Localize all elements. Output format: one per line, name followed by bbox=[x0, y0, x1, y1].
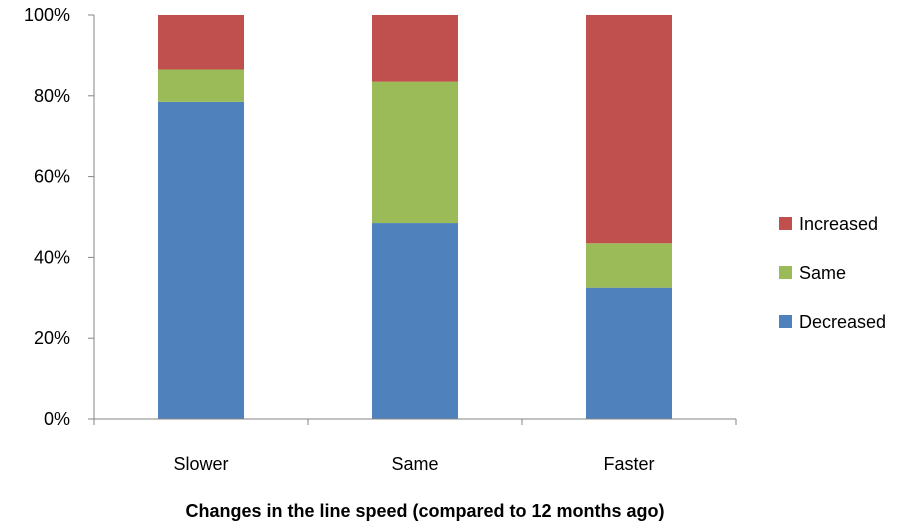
x-category-label-same: Same bbox=[391, 454, 438, 474]
y-tick-label: 100% bbox=[24, 5, 70, 25]
y-tick-label: 40% bbox=[34, 247, 70, 267]
legend-label-same: Same bbox=[799, 263, 846, 283]
y-tick-label: 20% bbox=[34, 328, 70, 348]
y-tick-label: 80% bbox=[34, 86, 70, 106]
legend: Increased Same Decreased bbox=[779, 214, 886, 332]
axes-group bbox=[93, 15, 736, 420]
legend-swatch-same bbox=[779, 266, 792, 279]
bar-decreased-faster bbox=[586, 287, 672, 419]
bar-same-same bbox=[372, 81, 458, 224]
bar-increased-slower bbox=[158, 15, 244, 70]
bars-group bbox=[158, 15, 672, 420]
x-ticks-group: Slower Same Faster bbox=[93, 419, 737, 474]
y-tick-label: 60% bbox=[34, 167, 70, 187]
bar-increased-same bbox=[372, 15, 458, 82]
bar-same-slower bbox=[158, 69, 244, 102]
y-tick-label: 0% bbox=[44, 409, 70, 429]
bar-decreased-same bbox=[372, 223, 458, 419]
y-ticks-group: 0% 20% 40% 60% 80% 100% bbox=[24, 5, 94, 429]
bar-same-faster bbox=[586, 243, 672, 288]
x-category-label-slower: Slower bbox=[173, 454, 228, 474]
legend-swatch-decreased bbox=[779, 315, 792, 328]
x-category-label-faster: Faster bbox=[603, 454, 654, 474]
legend-label-decreased: Decreased bbox=[799, 312, 886, 332]
legend-label-increased: Increased bbox=[799, 214, 878, 234]
bar-increased-faster bbox=[586, 15, 672, 244]
bar-decreased-slower bbox=[158, 101, 244, 420]
legend-swatch-increased bbox=[779, 217, 792, 230]
x-axis-label: Changes in the line speed (compared to 1… bbox=[185, 501, 664, 521]
